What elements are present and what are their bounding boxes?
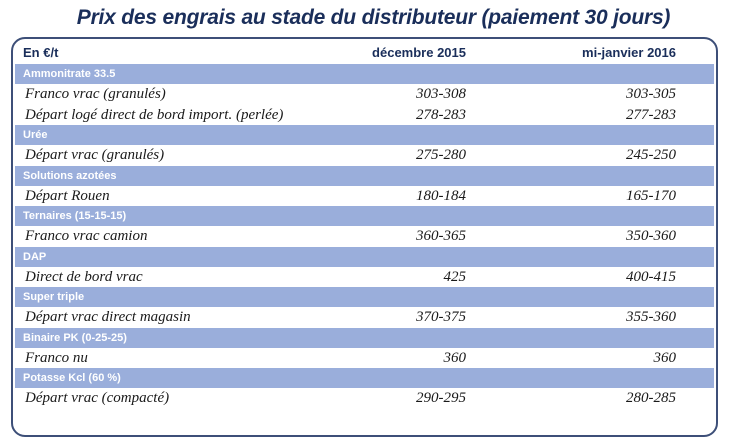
table-header: En €/t décembre 2015 mi-janvier 2016 [13, 39, 716, 63]
price-jan-2016: 245-250 [626, 147, 676, 163]
category-header: Potasse Kcl (60 %) [15, 368, 714, 388]
table-row: Franco vrac (granulés) 303-308 303-305 [13, 84, 716, 105]
price-dec-2015: 370-375 [416, 309, 466, 325]
price-jan-2016: 400-415 [626, 268, 676, 285]
row-label: Franco vrac (granulés) [25, 86, 166, 102]
table-row: Départ Rouen 180-184 165-170 [13, 186, 716, 207]
row-label: Départ Rouen [25, 187, 110, 204]
category-header: Super triple [15, 287, 714, 307]
table-row: Franco vrac camion 360-365 350-360 [13, 226, 716, 247]
price-dec-2015: 303-308 [416, 86, 466, 102]
price-jan-2016: 277-283 [626, 106, 676, 123]
price-dec-2015: 425 [443, 268, 467, 285]
category-header: Urée [15, 125, 714, 145]
category-header: Ammonitrate 33.5 [15, 64, 714, 84]
price-table: En €/t décembre 2015 mi-janvier 2016 Amm… [11, 37, 718, 437]
price-jan-2016: 360 [653, 349, 677, 366]
price-dec-2015: 278-283 [416, 106, 466, 123]
price-dec-2015: 360 [443, 349, 467, 366]
category-header: Binaire PK (0-25-25) [15, 327, 714, 348]
header-unit: En €/t [23, 45, 59, 60]
table-row: Départ vrac (granulés) 275-280 245-250 [13, 145, 716, 166]
category-header: Solutions azotées [15, 165, 714, 186]
header-dec-2015: décembre 2015 [372, 45, 466, 60]
row-label: Direct de bord vrac [25, 268, 143, 285]
row-label: Départ logé direct de bord import. (perl… [25, 106, 284, 123]
price-dec-2015: 180-184 [416, 187, 466, 204]
price-jan-2016: 350-360 [626, 228, 676, 244]
row-label: Franco vrac camion [25, 228, 148, 244]
table-row: Départ logé direct de bord import. (perl… [13, 105, 716, 126]
price-jan-2016: 280-285 [626, 390, 676, 406]
row-label: Franco nu [25, 349, 88, 366]
table-row: Départ vrac direct magasin 370-375 355-360 [13, 307, 716, 328]
price-jan-2016: 165-170 [626, 187, 676, 204]
price-dec-2015: 275-280 [416, 147, 466, 163]
table-body: Ammonitrate 33.5 Franco vrac (granulés) 30… [13, 64, 716, 409]
category-header: Ternaires (15-15-15) [15, 206, 714, 226]
table-row: Franco nu 360 360 [13, 348, 716, 369]
table-title: Prix des engrais au stade du distributeu… [76, 6, 671, 29]
price-dec-2015: 360-365 [416, 228, 466, 244]
price-jan-2016: 303-305 [626, 86, 676, 102]
table-row: Direct de bord vrac 425 400-415 [13, 267, 716, 288]
header-jan-2016: mi-janvier 2016 [582, 45, 676, 60]
price-jan-2016: 355-360 [626, 309, 676, 325]
row-label: Départ vrac (compacté) [25, 390, 170, 406]
table-row: Départ vrac (compacté) 290-295 280-285 [13, 388, 716, 409]
price-dec-2015: 290-295 [416, 390, 466, 406]
row-label: Départ vrac direct magasin [25, 309, 191, 325]
row-label: Départ vrac (granulés) [25, 147, 165, 163]
category-header: DAP [15, 246, 714, 267]
